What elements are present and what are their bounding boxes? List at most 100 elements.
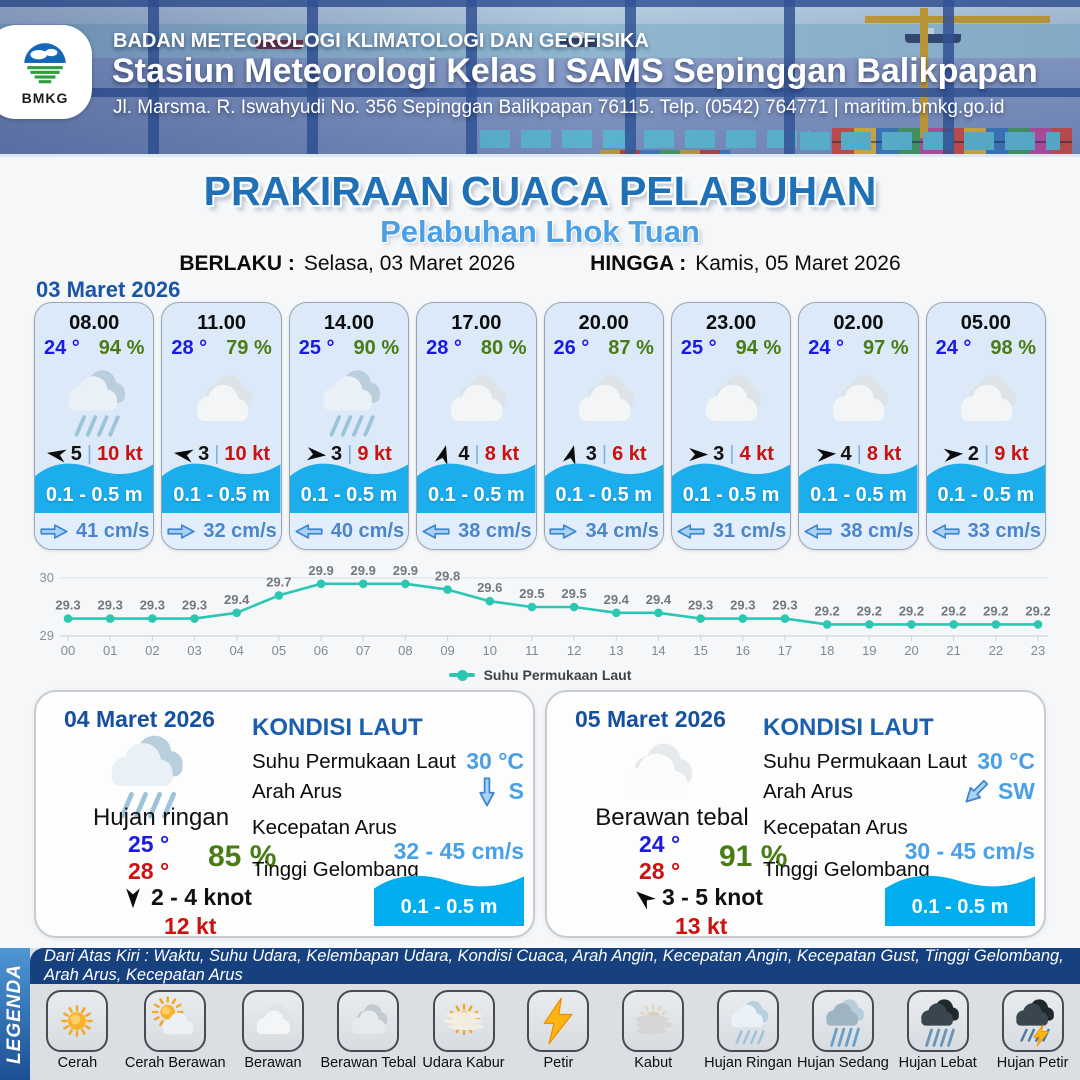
current-direction-row: Arah Arus S [252, 777, 524, 806]
svg-text:29: 29 [40, 628, 54, 643]
wave-shape [926, 463, 1045, 513]
header-tint [0, 0, 1080, 154]
svg-text:29.6: 29.6 [477, 580, 502, 595]
forecast-date-label: 03 Maret 2026 [36, 277, 181, 302]
header-address: Jl. Marsma. R. Iswahyudi No. 356 Sepingg… [113, 97, 1005, 118]
svg-text:07: 07 [356, 643, 370, 658]
card-humidity: 97 % [863, 337, 909, 359]
sst-chart: 30 29 00 01 02 03 04 05 06 07 08 09 10 11 12 13 14 15 16 17… [28, 556, 1052, 666]
card-current-speed: 31 cm/s [712, 519, 787, 542]
forecast-card: 02.00 24 ° 97 % 4 | 8 kt 0.1 - 0.5 m 38 cm/s [798, 302, 919, 550]
current-direction-label: Arah Arus [763, 779, 854, 803]
card-wave-height: 0.1 - 0.5 m [45, 484, 143, 506]
panel-temp-min: 25 ° [128, 831, 170, 857]
panel-weather-icon-wrap [94, 724, 194, 829]
weather-icon-rain [111, 735, 183, 819]
daily-panel: 04 Maret 2026 Hujan ringan 25 ° 28 ° 85 % 2 -… [34, 690, 535, 939]
current-speed-row: Kecepatan Arus [763, 816, 1035, 840]
card-temperature: 24 ° [44, 337, 80, 359]
panel-gust: 13 kt [675, 913, 728, 939]
card-temp-humidity: 24 ° 98 % [927, 335, 1045, 360]
card-humidity: 79 % [226, 337, 272, 359]
current-direction-icon [167, 523, 195, 539]
legend-icon-thunder-rain [1015, 999, 1054, 1047]
panel-wind-range: 3 - 5 knot [662, 884, 763, 910]
svg-text:03: 03 [187, 643, 201, 658]
wave-shape [417, 463, 536, 513]
header-station-name: Stasiun Meteorologi Kelas I SAMS Sepingg… [112, 52, 1038, 90]
card-time: 02.00 [833, 312, 884, 334]
wind-direction-icon [816, 448, 836, 462]
svg-text:29.3: 29.3 [55, 598, 80, 613]
current-direction-label: Arah Arus [252, 779, 343, 803]
card-current: 31 cm/s [671, 513, 791, 549]
bmkg-logo: BMKG [0, 25, 92, 119]
legend-icon-box [144, 990, 207, 1052]
card-wave-height: 0.1 - 0.5 m [555, 484, 653, 506]
card-gust: 8 kt [484, 443, 520, 465]
wind-direction-icon [435, 445, 448, 466]
wind-direction-icon [46, 449, 67, 463]
svg-text:29.2: 29.2 [899, 603, 924, 618]
svg-text:29.5: 29.5 [519, 586, 544, 601]
legend-icon-cloud-thick [352, 1004, 388, 1034]
current-direction-icon [549, 523, 578, 539]
card-separator: | [214, 443, 220, 465]
card-temperature: 24 ° [808, 337, 845, 359]
card-separator: | [86, 443, 93, 465]
card-separator: | [984, 443, 990, 465]
sst-label: Suhu Permukaan Laut [252, 749, 456, 773]
card-wind-speed: 3 [331, 443, 343, 465]
card-wave-height: 0.1 - 0.5 m [937, 484, 1035, 506]
legend-item: Hujan Petir [985, 984, 1080, 1080]
current-direction-icon [804, 523, 832, 539]
svg-text:08: 08 [398, 643, 412, 658]
forecast-card: 11.00 28 ° 79 % 3 | 10 kt 0.1 - 0.5 m 32 cm/s [161, 302, 282, 550]
card-gust: 9 kt [357, 443, 392, 465]
card-wind-speed: 2 [967, 443, 980, 465]
daily-panel: 05 Maret 2026 Berawan tebal 24 ° 28 ° 91 % 3 … [545, 690, 1046, 939]
legend-item-label: Hujan Lebat [898, 1055, 977, 1071]
panel-condition: Berawan tebal [595, 804, 749, 831]
svg-text:19: 19 [862, 643, 876, 658]
current-direction-icon [932, 523, 960, 539]
card-current: 38 cm/s [417, 513, 536, 549]
legend-item-label: Hujan Sedang [796, 1055, 889, 1071]
card-wave-height: 0.1 - 0.5 m [300, 484, 398, 506]
weather-icon-cloudy [960, 375, 1016, 421]
legend-item-label: Cerah [57, 1055, 98, 1071]
svg-text:29.2: 29.2 [857, 603, 882, 618]
svg-text:29.2: 29.2 [983, 603, 1008, 618]
legend-item-label: Hujan Ringan [704, 1055, 792, 1071]
page-title: PRAKIRAAN CUACA PELABUHAN [203, 168, 877, 214]
legend-item: Udara Kabur [416, 984, 511, 1080]
wave-height-label: Tinggi Gelombang [252, 858, 419, 881]
wave-shape [544, 463, 663, 513]
legend-item-label: Petir [543, 1055, 574, 1071]
card-gust: 6 kt [612, 443, 647, 465]
card-current-speed: 32 cm/s [203, 519, 277, 542]
legend-icon-box [906, 990, 969, 1052]
card-weather-icon-wrap [691, 360, 771, 442]
bmkg-logo-text: BMKG [21, 89, 69, 106]
sst-value: 30 °C [977, 748, 1035, 774]
legend-icon-box [527, 990, 590, 1052]
svg-text:22: 22 [989, 643, 1003, 658]
current-direction-icon [295, 523, 323, 539]
legend-icon-box [811, 990, 874, 1052]
svg-text:29.3: 29.3 [98, 598, 123, 613]
svg-text:29.9: 29.9 [393, 563, 418, 578]
legend-icon-box [242, 990, 305, 1052]
forecast-card: 14.00 25 ° 90 % 3 | 9 kt 0.1 - 0.5 m 40 cm/s [288, 302, 410, 550]
legend-section: LEGENDA Dari Atas Kiri : Waktu, Suhu Uda… [0, 947, 1080, 1080]
svg-text:16: 16 [736, 643, 750, 658]
sst-row: Suhu Permukaan Laut 30 °C [763, 748, 1035, 775]
current-speed-label: Kecepatan Arus [763, 816, 908, 839]
sea-conditions-title: KONDISI LAUT [763, 714, 934, 741]
card-temp-humidity: 26 ° 87 % [545, 335, 663, 360]
legend-icon-box [432, 990, 495, 1052]
card-time: 20.00 [578, 312, 629, 334]
current-direction-value: S [508, 778, 524, 804]
weather-icon-rain [323, 370, 380, 437]
card-wind: 5 | 10 kt [46, 443, 143, 466]
